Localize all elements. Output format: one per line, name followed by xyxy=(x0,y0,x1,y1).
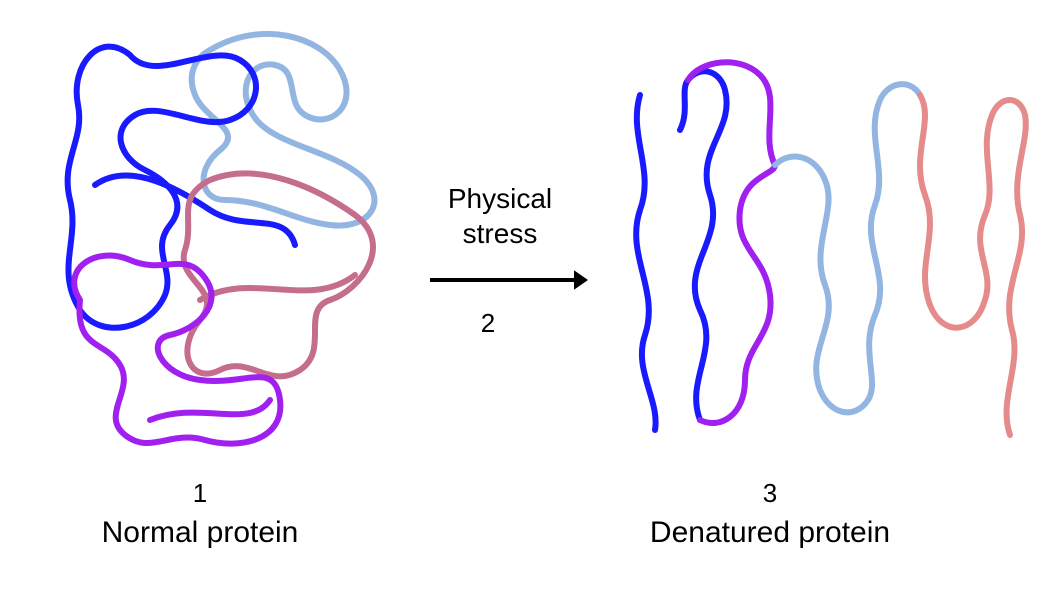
process-label-line2: stress xyxy=(300,218,700,250)
process-label-line1: Physical xyxy=(300,183,700,215)
denatured-strand-5 xyxy=(920,95,1026,435)
denatured-number-label: 3 xyxy=(570,479,970,509)
denatured-strand-2 xyxy=(688,62,775,165)
arrow-head xyxy=(574,270,588,290)
denatured-caption: Denatured protein xyxy=(570,516,970,551)
folded-strand-2 xyxy=(95,175,295,245)
folded-caption: Normal protein xyxy=(0,516,400,551)
folded-strand-6 xyxy=(150,400,270,420)
denatured-strand-0 xyxy=(636,95,655,430)
folded-number-label: 1 xyxy=(0,479,400,509)
process-number-label: 2 xyxy=(288,309,688,339)
denatured-strand-4 xyxy=(775,84,920,412)
process-arrow xyxy=(430,270,588,290)
